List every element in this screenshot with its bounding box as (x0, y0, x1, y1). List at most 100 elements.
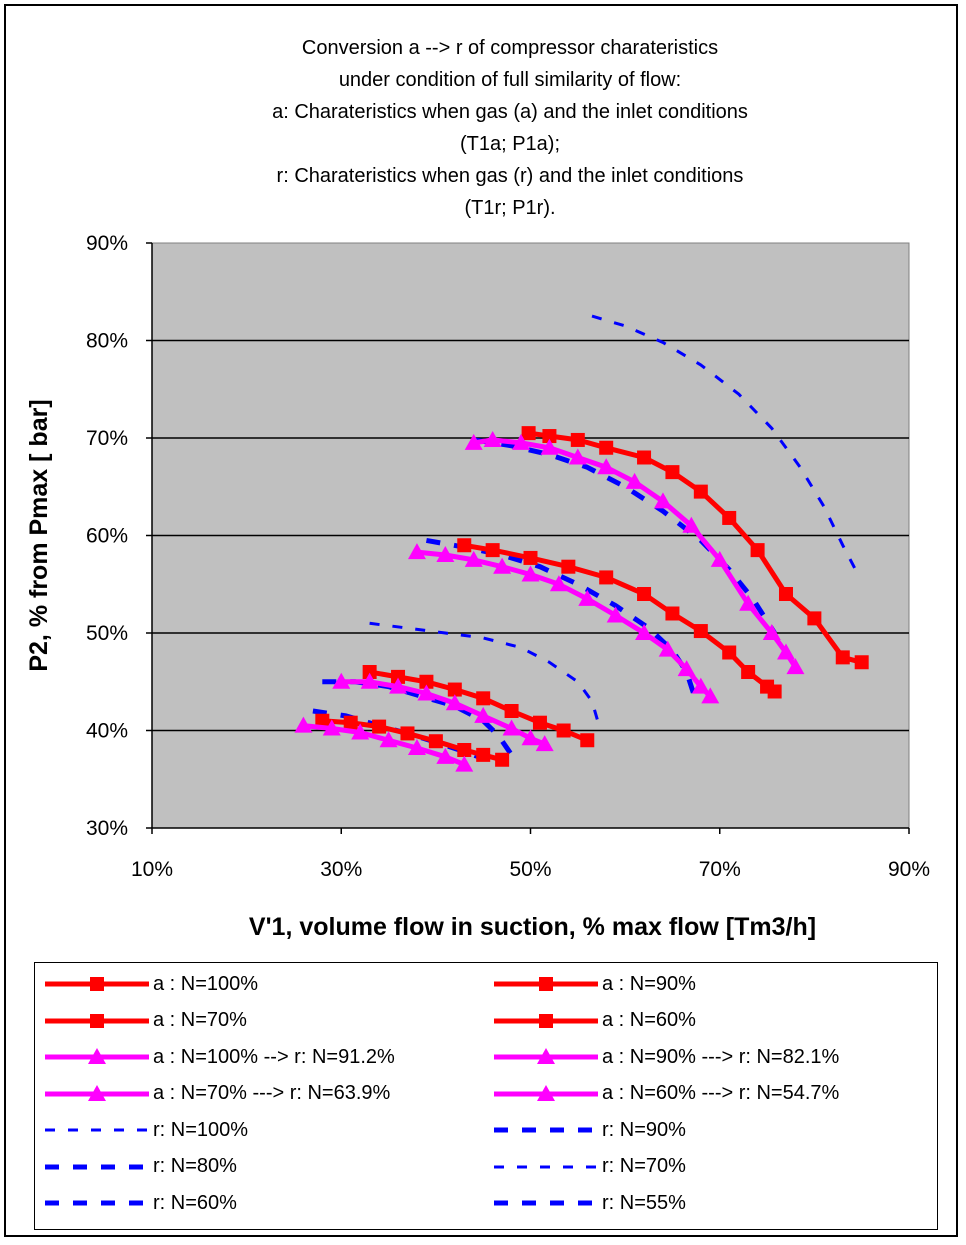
series (591, 314, 859, 574)
legend-label: r: N=70% (602, 1155, 686, 1177)
legend-label: a : N=100% --> r: N=91.2% (153, 1045, 395, 1068)
data-point (741, 665, 756, 679)
data-point (495, 752, 510, 767)
legend-swatch (494, 1127, 598, 1133)
data-point (693, 484, 708, 499)
legend-item: r: N=90% (492, 1115, 686, 1145)
legend-swatch (494, 1048, 598, 1064)
legend-swatch (494, 1165, 598, 1168)
data-point (332, 672, 351, 689)
data-point (658, 640, 677, 657)
data-point (653, 492, 672, 509)
data-point (400, 726, 415, 741)
data-point (762, 624, 781, 640)
data-point (485, 543, 500, 558)
data-point (682, 516, 701, 533)
data-point (389, 677, 408, 694)
data-point (835, 650, 850, 665)
data-point (739, 594, 758, 611)
data-point (294, 716, 313, 733)
legend-label: a : N=90% ---> r: N=82.1% (602, 1045, 840, 1068)
legend-item: r: N=80% (43, 1152, 237, 1182)
legend-swatch (494, 977, 598, 991)
legend-swatch-marker (539, 1013, 553, 1028)
data-point (322, 719, 341, 736)
legend-label: r: N=55% (602, 1191, 686, 1214)
data-point (535, 735, 554, 752)
y-tick-label: 50% (86, 622, 128, 645)
data-point (540, 438, 559, 455)
chart-svg: 30%40%50%60%70%80%90%10% 30% 50% 70% 90% V'1… (25, 232, 930, 941)
series (407, 543, 720, 704)
x-tick-label: 10% (131, 858, 173, 881)
data-point (561, 559, 576, 574)
data-point (767, 684, 782, 699)
data-point (504, 704, 519, 718)
legend-swatch-marker (537, 1048, 555, 1064)
data-point (372, 719, 387, 734)
legend-item: a : N=70% ---> r: N=63.9% (43, 1079, 390, 1109)
legend-label: r: N=80% (153, 1155, 237, 1177)
legend-label: r: N=100% (153, 1118, 249, 1141)
data-point (343, 715, 358, 730)
data-point (599, 570, 614, 585)
legend-swatch (45, 1164, 149, 1169)
legend-label: r: N=90% (602, 1118, 686, 1141)
data-point (637, 587, 652, 601)
data-point (523, 550, 538, 565)
data-point (521, 729, 540, 746)
chart-title: Conversion a --> r of compressor charate… (90, 32, 930, 224)
title-line: Conversion a --> r of compressor charate… (301, 37, 719, 59)
legend-swatch-marker (88, 1048, 106, 1064)
legend-label: a : N=60% (602, 1009, 696, 1031)
legend-label: a : N=60% ---> r: N=54.7% (602, 1082, 840, 1104)
data-point (568, 448, 587, 465)
legend-swatch-marker (539, 977, 553, 991)
y-tick-label: 80% (86, 330, 128, 353)
data-point (637, 450, 652, 465)
data-point (391, 669, 406, 684)
legend-item: r: N=100% (43, 1115, 248, 1145)
data-point (493, 557, 512, 574)
legend-swatch (45, 1084, 149, 1101)
data-point (464, 433, 483, 450)
data-point (483, 430, 502, 447)
series (521, 426, 869, 670)
data-point (464, 550, 483, 567)
data-point (512, 433, 531, 450)
data-point (750, 543, 765, 558)
legend-swatch-marker (90, 1013, 104, 1028)
legend: a : N=100% a : N=90% a : N=70% a : N=60% a :… (34, 962, 938, 1230)
series (315, 713, 510, 767)
series (464, 430, 805, 675)
legend-swatch-marker (90, 977, 104, 991)
title-line: under condition of full similarity of fl… (338, 69, 682, 91)
data-point (532, 715, 547, 730)
legend-swatch (45, 1013, 149, 1028)
legend-label: a : N=70% (153, 1009, 247, 1031)
legend-label: r: N=60% (153, 1191, 237, 1214)
data-point (445, 694, 464, 711)
data-point (722, 645, 737, 660)
y-tick-label: 30% (86, 817, 128, 840)
legend-swatch (45, 977, 149, 991)
data-point (693, 624, 708, 639)
gridlines (152, 339, 909, 732)
data-point (599, 440, 614, 455)
legend-item: a : N=100% --> r: N=91.2% (43, 1042, 395, 1072)
legend-swatch (45, 1048, 149, 1064)
data-point (457, 538, 472, 553)
x-axis-title: V'1, volume flow in suction, % max flow … (249, 913, 816, 941)
x-tick-label: 30% (320, 858, 362, 881)
data-point (701, 687, 720, 704)
series-line (473, 437, 777, 635)
data-point (407, 739, 426, 756)
x-tick-label: 90% (888, 858, 930, 881)
data-point (407, 543, 426, 560)
data-point (419, 674, 434, 689)
series (473, 437, 777, 635)
legend-swatch (45, 1128, 149, 1132)
data-point (417, 684, 436, 701)
legend-item: a : N=90% (492, 969, 696, 999)
axes (146, 242, 910, 834)
